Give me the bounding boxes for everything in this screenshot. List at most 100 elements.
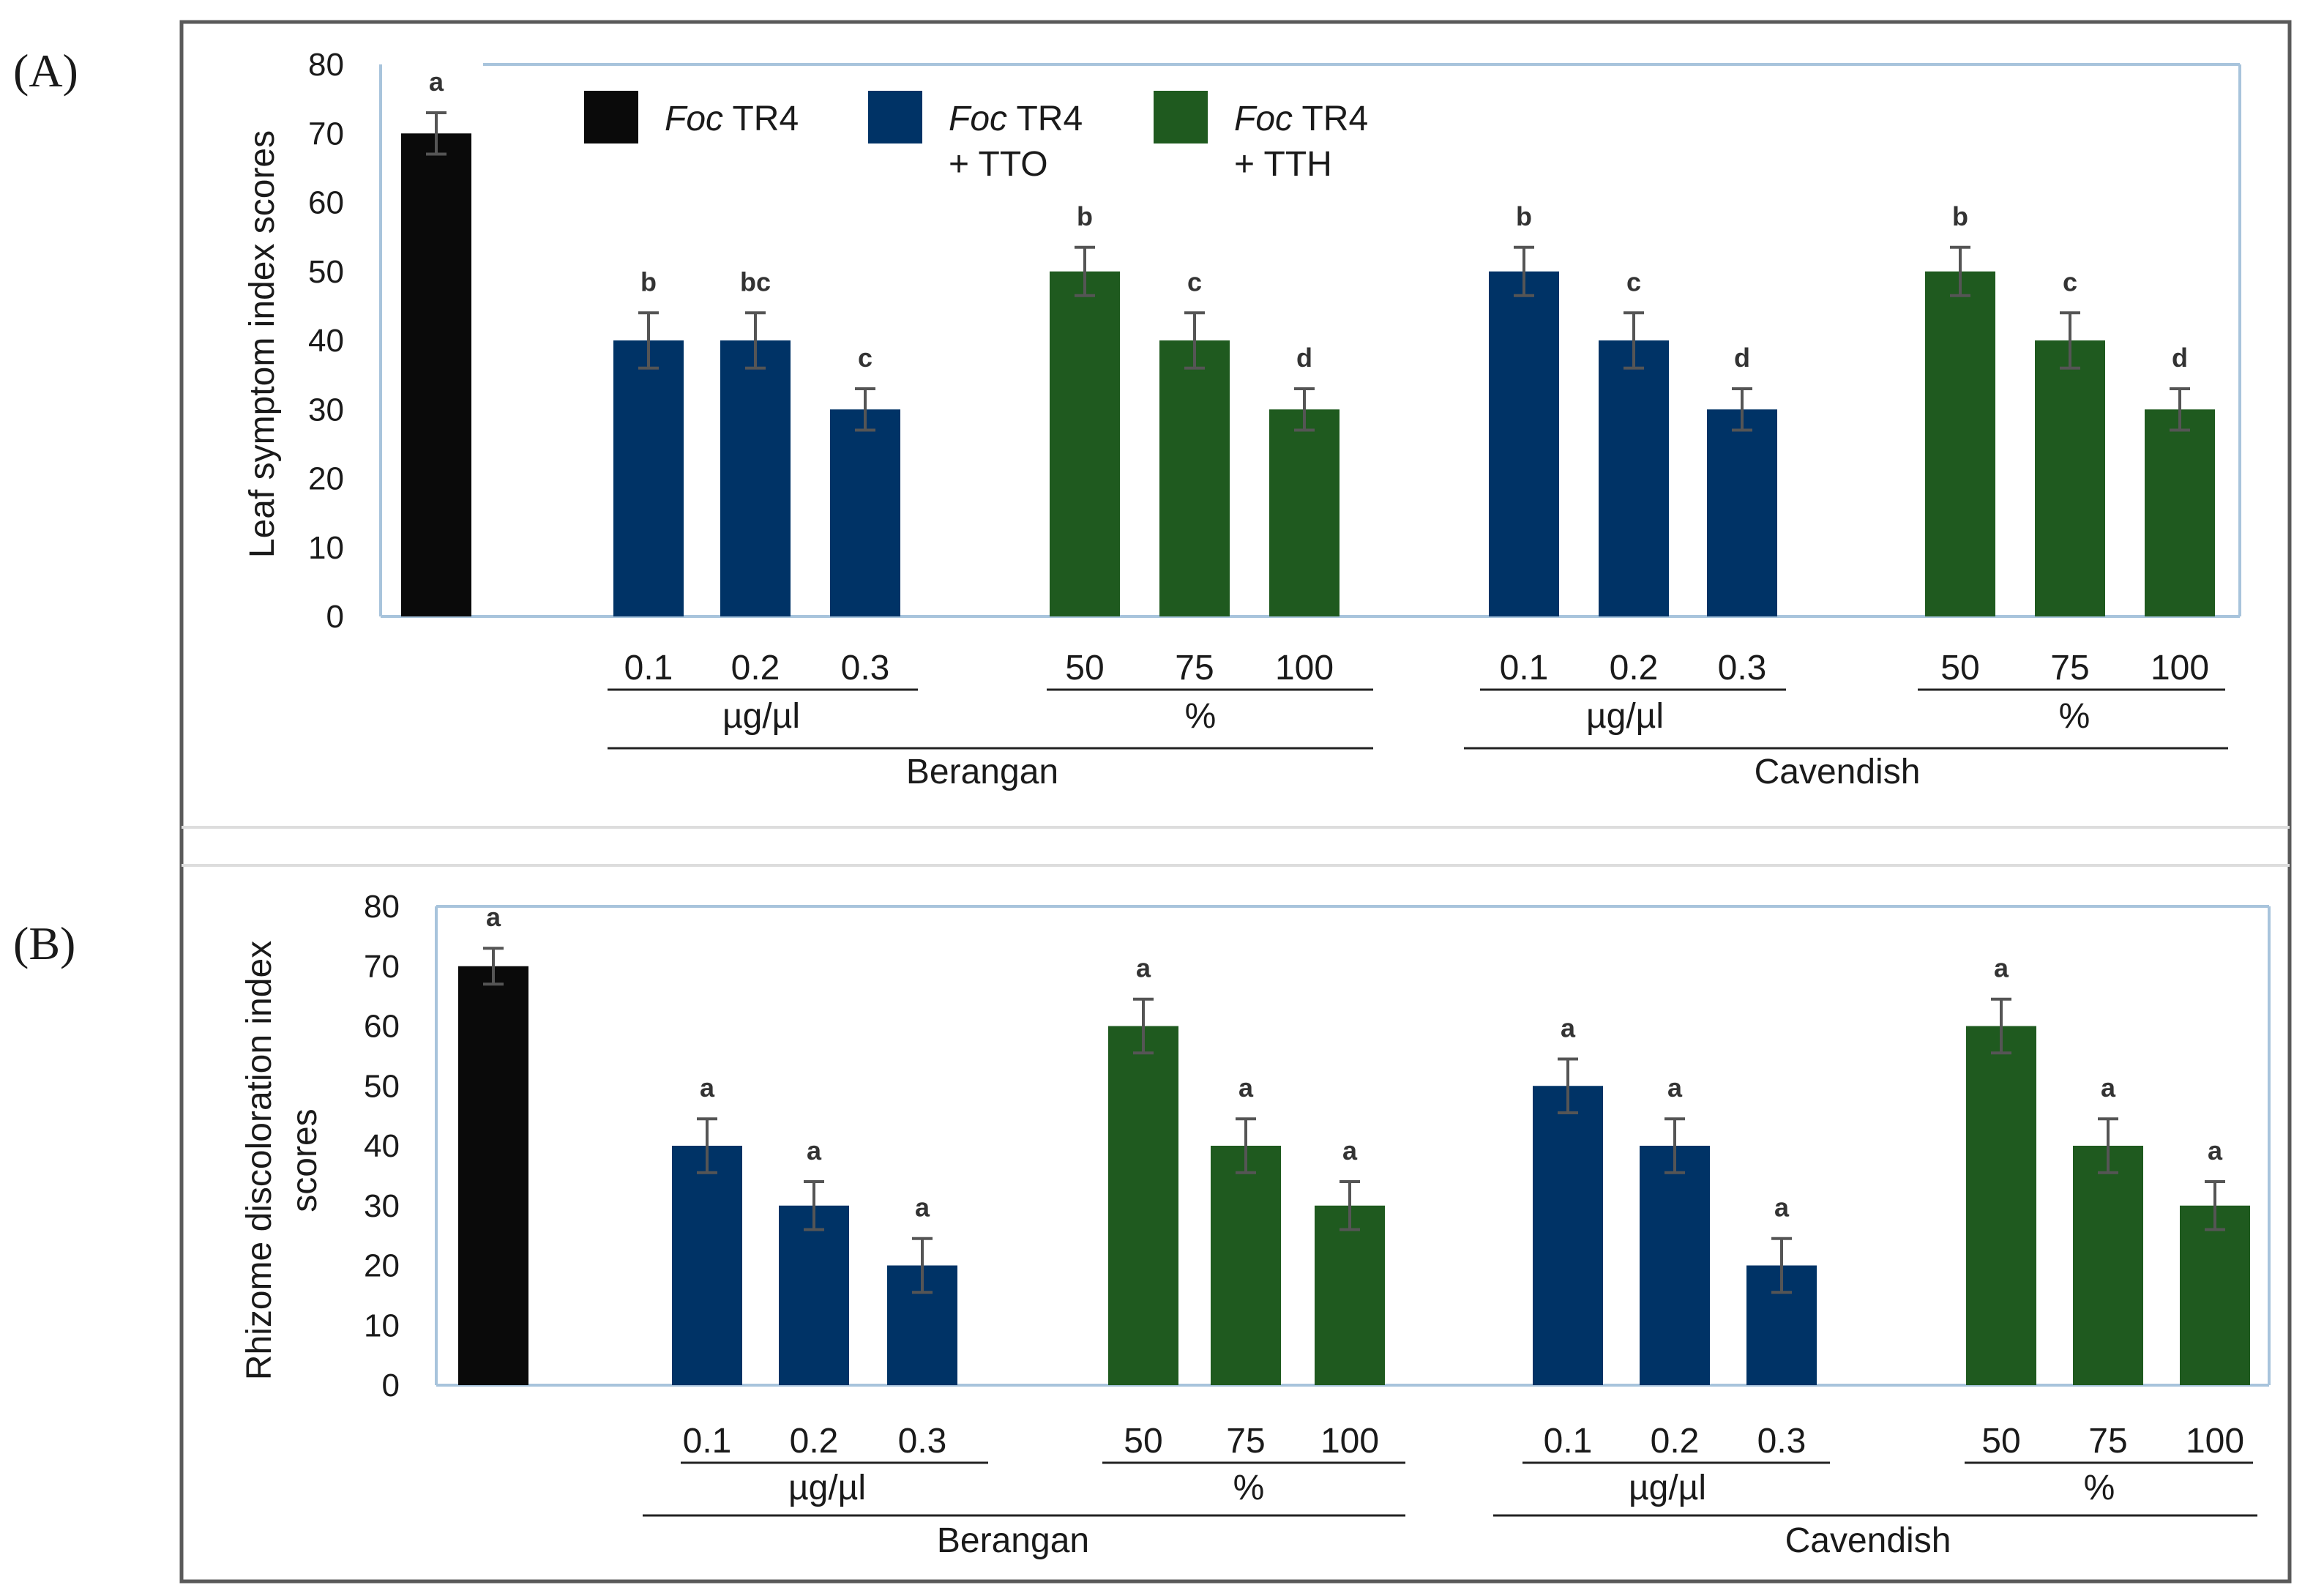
- panel-b-dose-label: 0.2: [1651, 1422, 1700, 1461]
- panel-b-significance-letter: a: [1994, 953, 2009, 983]
- panel-b-bar: [779, 1205, 849, 1385]
- panel-a-y-tick-label: 40: [308, 323, 344, 359]
- panel-b-significance-letter: a: [1238, 1073, 1254, 1103]
- panel-a-unit-label: µg/µl: [1586, 697, 1664, 736]
- panel-a-dose-label: 0.3: [1718, 649, 1767, 687]
- panel-b-bars: a a a a a a a a a a a a a: [458, 902, 2250, 1385]
- panel-b-significance-letter: a: [1136, 953, 1151, 983]
- panel-b-bar: [2180, 1205, 2250, 1385]
- panel-a-dose-label: 50: [1065, 649, 1104, 687]
- panel-a-label: (A): [13, 45, 78, 97]
- panel-b-unit-label: µg/µl: [788, 1469, 866, 1507]
- panel-a-significance-letter: bc: [740, 266, 771, 297]
- panel-b-dose-label: 0.3: [898, 1422, 947, 1461]
- panel-b-y-tick-label: 20: [364, 1248, 400, 1284]
- panel-a-significance-letter: c: [858, 343, 873, 373]
- panel-a-bar: [1925, 271, 1995, 616]
- legend-label-rest: TR4: [1007, 100, 1083, 138]
- panel-b-dose-label: 100: [1320, 1422, 1379, 1461]
- panel-a-significance-letter: c: [1187, 266, 1202, 297]
- legend-swatch: [584, 91, 638, 143]
- panel-a-y-axis-label: Leaf symptom index scores: [243, 130, 282, 558]
- panel-b-y-tick-label: 50: [364, 1068, 400, 1104]
- panel-a-significance-letter: d: [1734, 343, 1750, 373]
- panel-a-bar: [1269, 409, 1340, 616]
- legend-label-rest: TR4: [1293, 100, 1368, 138]
- panel-a-significance-letter: b: [1077, 201, 1093, 231]
- panel-b-bar: [672, 1146, 742, 1385]
- panel-b: (B) Rhizome discoloration index scores 0…: [13, 889, 2271, 1560]
- panel-a-bar: [1489, 271, 1559, 616]
- panel-a-significance-letter: a: [429, 67, 444, 97]
- panel-b-dose-label: 75: [1226, 1422, 1265, 1461]
- panel-a-dose-label: 100: [1275, 649, 1334, 687]
- panel-a-dose-label: 0.3: [841, 649, 890, 687]
- panel-b-significance-letter: a: [700, 1073, 715, 1103]
- panel-a-y-tick-label: 20: [308, 461, 344, 497]
- panel-a-significance-letter: b: [1952, 201, 1968, 231]
- panel-b-y-tick-label: 70: [364, 949, 400, 985]
- panel-a-significance-letter: c: [2063, 266, 2077, 297]
- panel-a-unit-label: %: [2059, 697, 2091, 736]
- legend-label-italic: Foc: [1234, 100, 1293, 138]
- panel-a-cultivar-label: Cavendish: [1755, 753, 1921, 791]
- panel-b-y-axis-label-line1: Rhizome discoloration index: [240, 941, 279, 1380]
- panel-b-y-axis-label-line2: scores: [285, 1108, 324, 1212]
- panel-b-bar: [1533, 1086, 1603, 1385]
- panel-b-unit-label: %: [2084, 1469, 2115, 1507]
- panel-b-significance-letter: a: [2208, 1136, 2223, 1166]
- panel-a-dose-label: 0.1: [1500, 649, 1549, 687]
- legend-label-italic: Foc: [949, 100, 1007, 138]
- legend-label-italic: Foc: [665, 100, 723, 138]
- legend-label-line2: + TTH: [1234, 145, 1332, 184]
- panel-a-bar: [1050, 271, 1120, 616]
- panel-a-dose-label: 0.2: [1610, 649, 1659, 687]
- panel-b-dose-label: 75: [2088, 1422, 2127, 1461]
- panel-a-y-tick-label: 30: [308, 392, 344, 428]
- panel-a-dose-label: 50: [1940, 649, 1979, 687]
- panel-a: (A) Leaf symptom index scores Foc TR4 Foc…: [13, 45, 2241, 791]
- panel-b-y-tick-label: 10: [364, 1308, 400, 1343]
- figure-frame: [179, 20, 2292, 1584]
- panel-b-y-tick-label: 40: [364, 1128, 400, 1164]
- panel-b-significance-letter: a: [2101, 1073, 2116, 1103]
- panel-a-unit-label: %: [1185, 697, 1217, 736]
- panel-b-significance-letter: a: [1774, 1193, 1790, 1223]
- panel-a-unit-label: µg/µl: [722, 697, 800, 736]
- panel-b-label: (B): [13, 917, 75, 969]
- panel-a-bar: [2145, 409, 2215, 616]
- panel-a-significance-letter: b: [640, 266, 657, 297]
- panel-b-y-tick-label: 0: [382, 1368, 400, 1403]
- panel-b-significance-letter: a: [486, 902, 501, 932]
- panel-a-bar: [830, 409, 900, 616]
- panel-b-bar: [1108, 1026, 1178, 1385]
- panel-a-bar: [720, 340, 791, 616]
- panel-b-y-tick-label: 80: [364, 889, 400, 925]
- legend-label-line2: + TTO: [949, 145, 1048, 184]
- panel-a-dose-label: 0.2: [731, 649, 780, 687]
- legend-label: Foc TR4: [949, 100, 1083, 138]
- panel-b-dose-label: 0.1: [1544, 1422, 1593, 1461]
- panel-b-unit-label: µg/µl: [1629, 1469, 1706, 1507]
- panel-a-bar: [1599, 340, 1669, 616]
- legend-label: Foc TR4: [1234, 100, 1368, 138]
- panel-b-significance-letter: a: [915, 1193, 930, 1223]
- panel-b-dose-label: 0.2: [790, 1422, 839, 1461]
- panel-b-significance-letter: a: [1667, 1073, 1683, 1103]
- panel-a-bar: [1707, 409, 1777, 616]
- panel-b-dose-label: 50: [1124, 1422, 1162, 1461]
- panel-b-category-axis: 0.1 0.2 0.3 50 75 100 0.1 0.2 0.3 50 75 100 µg/µl% µg…: [643, 1422, 2257, 1560]
- panel-b-dose-label: 100: [2186, 1422, 2244, 1461]
- panel-b-bar: [1211, 1146, 1281, 1385]
- panel-a-bar: [613, 340, 684, 616]
- panel-a-bar: [1159, 340, 1230, 616]
- panel-a-cultivar-label: Berangan: [906, 753, 1058, 791]
- panel-b-unit-label: %: [1233, 1469, 1265, 1507]
- legend-label: Foc TR4: [665, 100, 799, 138]
- panel-b-bar: [1966, 1026, 2036, 1385]
- panel-a-dose-label: 0.1: [624, 649, 673, 687]
- panel-b-bar: [2073, 1146, 2143, 1385]
- panel-a-y-tick-label: 0: [326, 599, 344, 635]
